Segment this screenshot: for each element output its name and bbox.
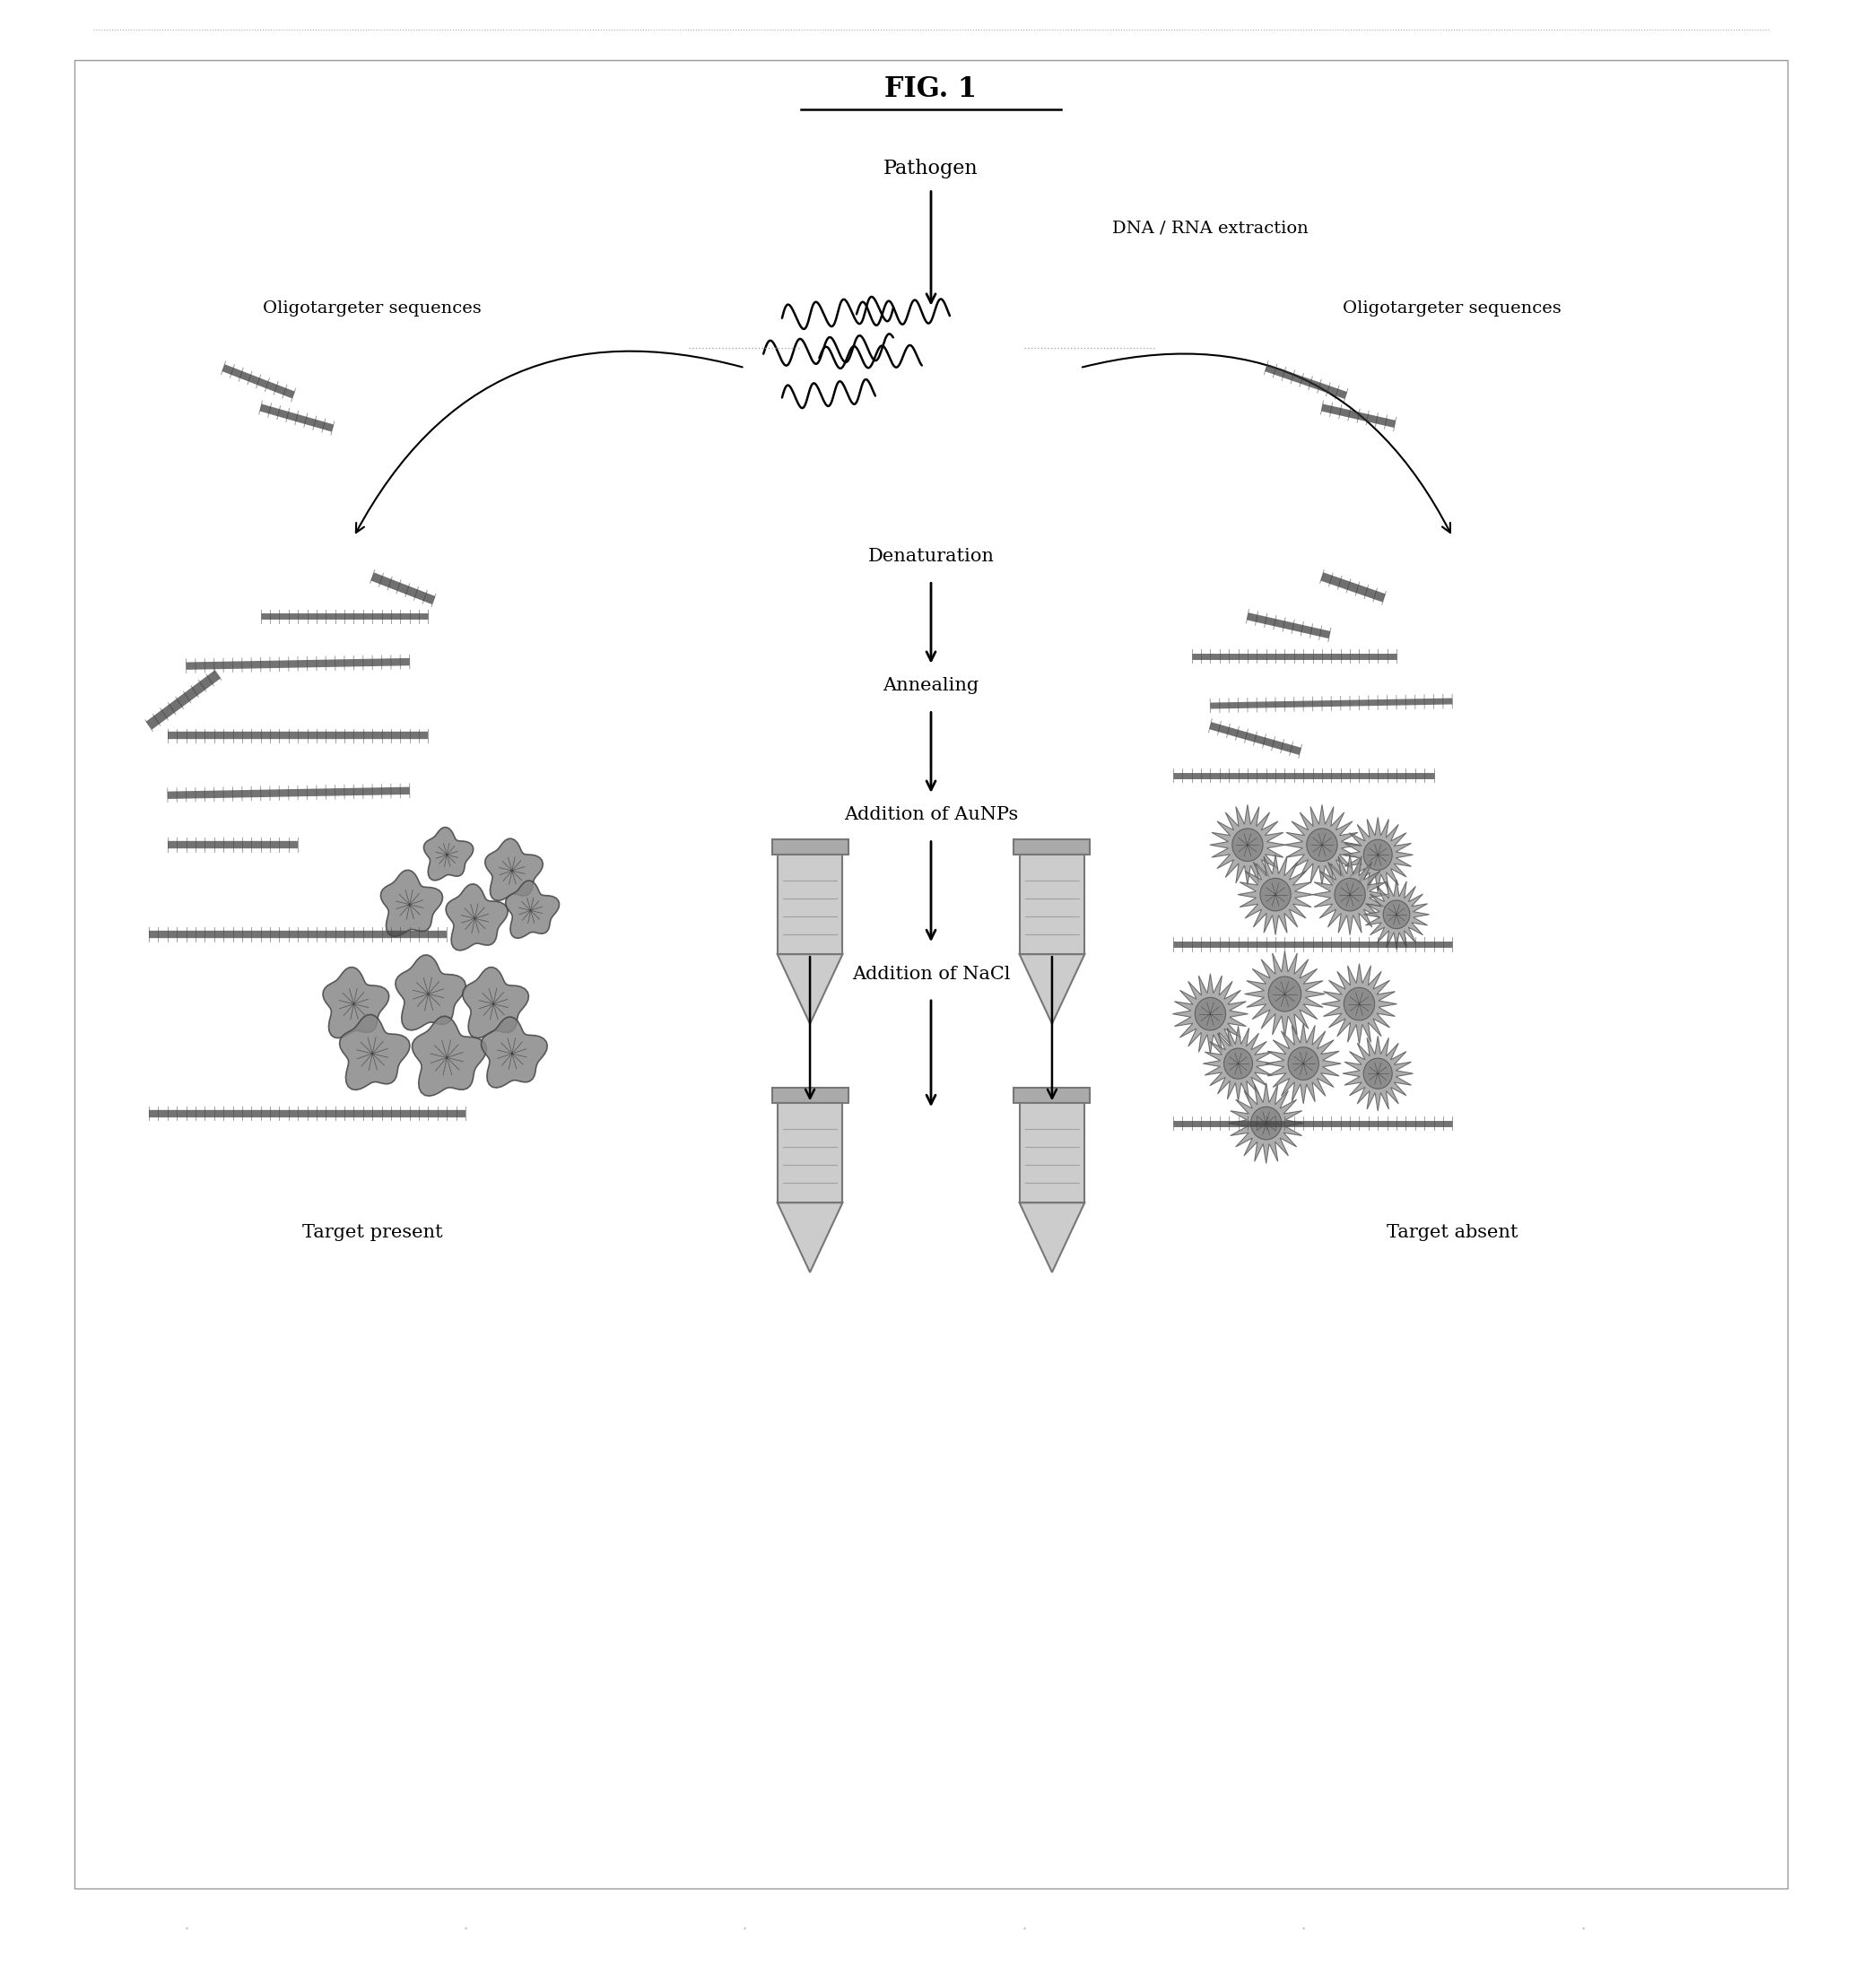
Polygon shape xyxy=(1020,954,1084,1024)
Polygon shape xyxy=(412,1016,486,1095)
Polygon shape xyxy=(1173,974,1248,1054)
Text: Pathogen: Pathogen xyxy=(884,159,978,179)
Text: DNA / RNA extraction: DNA / RNA extraction xyxy=(1112,221,1309,237)
Polygon shape xyxy=(1020,855,1084,954)
Polygon shape xyxy=(778,1203,843,1272)
Polygon shape xyxy=(1244,950,1326,1038)
Polygon shape xyxy=(1013,839,1091,855)
Polygon shape xyxy=(1020,1203,1084,1272)
Circle shape xyxy=(1363,1058,1393,1089)
Polygon shape xyxy=(778,855,843,954)
Polygon shape xyxy=(1238,855,1313,934)
Circle shape xyxy=(1363,839,1393,871)
Polygon shape xyxy=(1363,879,1430,950)
Circle shape xyxy=(1383,901,1410,928)
Text: FIG. 1: FIG. 1 xyxy=(884,76,978,103)
Circle shape xyxy=(1223,1048,1253,1079)
Polygon shape xyxy=(1210,805,1285,885)
Text: Denaturation: Denaturation xyxy=(868,549,994,565)
Polygon shape xyxy=(1020,1103,1084,1203)
Polygon shape xyxy=(380,871,443,936)
Text: Addition of AuNPs: Addition of AuNPs xyxy=(843,807,1019,823)
Polygon shape xyxy=(395,954,466,1030)
FancyArrowPatch shape xyxy=(356,352,743,533)
Polygon shape xyxy=(1285,805,1359,885)
Polygon shape xyxy=(425,827,473,881)
Polygon shape xyxy=(778,954,843,1024)
Polygon shape xyxy=(462,968,529,1038)
Polygon shape xyxy=(778,1103,843,1203)
Text: Target present: Target present xyxy=(302,1225,443,1241)
Polygon shape xyxy=(1266,1024,1341,1103)
Polygon shape xyxy=(480,1018,547,1087)
Polygon shape xyxy=(1013,1087,1091,1103)
Polygon shape xyxy=(484,839,544,901)
Polygon shape xyxy=(1203,1026,1274,1101)
FancyArrowPatch shape xyxy=(1082,354,1450,533)
Circle shape xyxy=(1268,976,1302,1012)
Polygon shape xyxy=(322,968,389,1038)
Text: Oligotargeter sequences: Oligotargeter sequences xyxy=(263,300,482,316)
Polygon shape xyxy=(506,881,559,938)
Circle shape xyxy=(1261,879,1290,911)
Polygon shape xyxy=(1343,1036,1413,1111)
Polygon shape xyxy=(1313,855,1387,934)
Polygon shape xyxy=(1322,964,1396,1044)
Polygon shape xyxy=(339,1014,410,1089)
Text: Addition of NaCl: Addition of NaCl xyxy=(851,966,1011,982)
Polygon shape xyxy=(1343,817,1413,893)
Text: Annealing: Annealing xyxy=(883,678,979,694)
Polygon shape xyxy=(445,885,508,950)
Circle shape xyxy=(1195,998,1225,1030)
Polygon shape xyxy=(773,1087,849,1103)
Text: Oligotargeter sequences: Oligotargeter sequences xyxy=(1343,300,1562,316)
Polygon shape xyxy=(1229,1083,1303,1163)
Circle shape xyxy=(1251,1107,1281,1139)
Circle shape xyxy=(1335,879,1365,911)
Circle shape xyxy=(1307,829,1337,861)
Circle shape xyxy=(1344,988,1374,1020)
Text: Target absent: Target absent xyxy=(1387,1225,1518,1241)
Circle shape xyxy=(1233,829,1262,861)
Polygon shape xyxy=(773,839,849,855)
Circle shape xyxy=(1289,1048,1318,1079)
